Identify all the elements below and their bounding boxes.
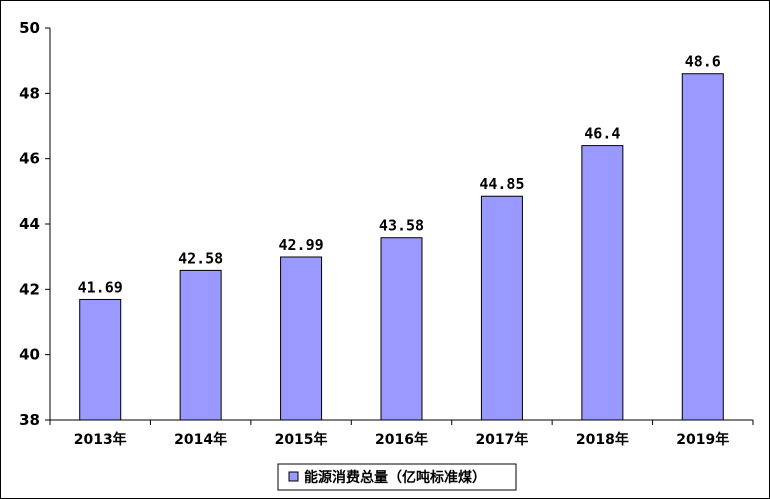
category-label: 2019年 [676, 431, 729, 448]
data-label: 42.58 [178, 249, 223, 267]
y-tick-label: 48 [19, 84, 40, 102]
data-labels: 41.69 42.58 42.99 43.58 44.85 46.4 48.6 [78, 53, 721, 297]
y-tick-label: 40 [19, 346, 40, 364]
category-label: 2014年 [174, 431, 227, 448]
y-tick-label: 44 [19, 215, 40, 233]
legend-label: 能源消费总量（亿吨标准煤） [304, 469, 486, 486]
y-tick-label: 38 [19, 411, 40, 429]
bar [179, 269, 222, 421]
category-label: 2016年 [375, 431, 428, 448]
bar [480, 195, 523, 421]
bar [280, 256, 323, 421]
category-label: 2018年 [576, 431, 629, 448]
y-tick-label: 42 [19, 280, 40, 298]
category-labels: 2013年 2014年 2015年 2016年 2017年 2018年 2019年 [74, 431, 730, 448]
legend-swatch [288, 471, 299, 482]
legend: 能源消费总量（亿吨标准煤） [277, 463, 517, 491]
y-tick-label: 46 [19, 150, 40, 168]
data-label: 42.99 [278, 236, 323, 254]
category-label: 2013年 [74, 431, 127, 448]
bars [79, 73, 724, 421]
category-label: 2015年 [275, 431, 328, 448]
y-axis-ticks: 38 40 42 44 46 48 50 [19, 19, 50, 429]
bar [79, 298, 122, 421]
data-label: 46.4 [584, 125, 620, 143]
bar [380, 237, 423, 421]
data-label: 48.6 [685, 53, 721, 71]
legend-box [277, 463, 517, 491]
data-label: 44.85 [479, 175, 524, 193]
bar [581, 145, 624, 421]
data-label: 41.69 [78, 278, 123, 296]
bar [681, 73, 724, 421]
data-label: 43.58 [379, 217, 424, 235]
y-tick-label: 50 [19, 19, 40, 37]
category-label: 2017年 [475, 431, 528, 448]
